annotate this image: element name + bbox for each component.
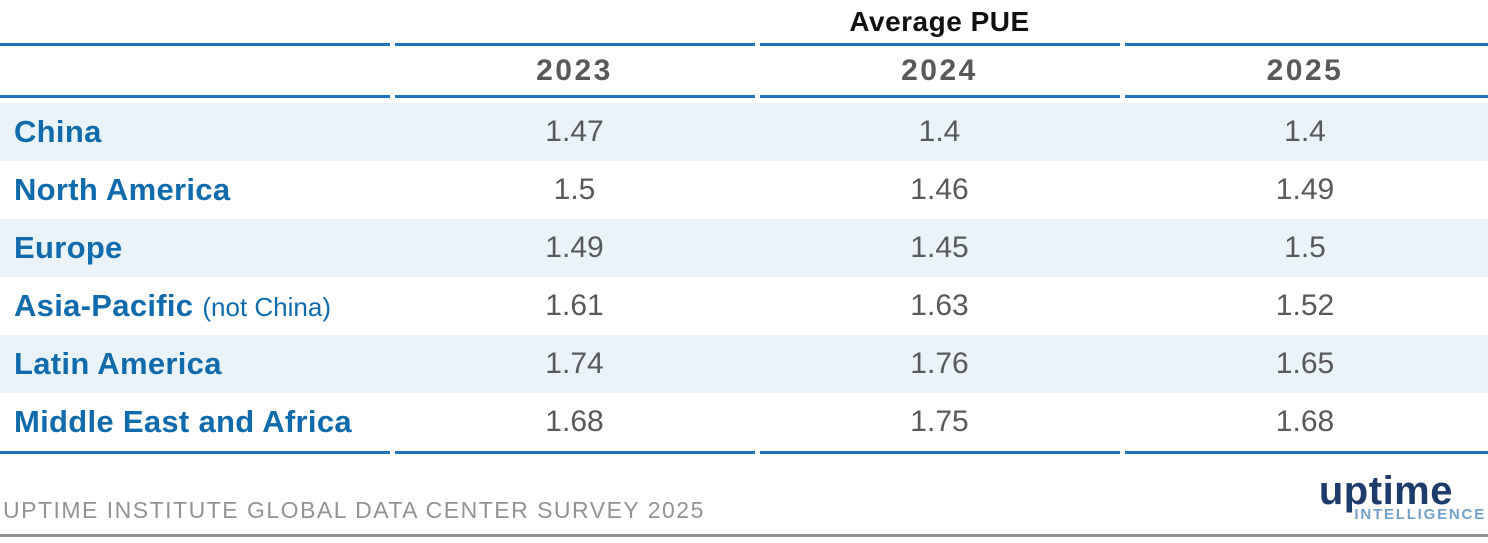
region-cell: China [0,98,392,161]
region-cell: Asia-Pacific (not China) [0,277,392,335]
rule-gap [1120,95,1125,98]
table-row-europe: Europe 1.49 1.45 1.5 [0,219,1488,277]
year-header-2025: 2025 [1122,46,1488,98]
intelligence-logo-label: INTELLIGENCE [1354,506,1486,523]
pue-value: 1.4 [757,98,1122,161]
rule-gap [390,451,395,454]
year-header-2023: 2023 [392,46,757,98]
year-header-spacer [0,46,392,98]
title-row-spacer [0,0,392,46]
pue-value: 1.75 [757,393,1122,454]
pue-value: 1.45 [757,219,1122,277]
rule-gap [755,43,760,46]
pue-value: 1.5 [1122,219,1488,277]
region-cell: North America [0,161,392,219]
pue-table: Average PUE 2023 2024 2025 China 1.47 1.… [0,0,1488,454]
table-row-middle-east-africa: Middle East and Africa 1.68 1.75 1.68 [0,393,1488,454]
region-label: Europe [14,230,123,265]
rule-gap [390,95,395,98]
table-row-north-america: North America 1.5 1.46 1.49 [0,161,1488,219]
table-title-row: Average PUE [0,0,1488,46]
region-label: China [14,114,102,149]
region-label: Asia-Pacific [14,288,194,323]
region-cell: Europe [0,219,392,277]
pue-value: 1.76 [757,335,1122,393]
pue-value: 1.49 [1275,173,1335,206]
pue-value: 1.68 [1122,393,1488,454]
uptime-logo-wordmark: uptime [1318,469,1453,513]
title-row-spacer [392,0,757,46]
table-row-asia-pacific: Asia-Pacific (not China) 1.61 1.63 1.52 [0,277,1488,335]
pue-value: 1.52 [1275,289,1335,322]
rule-gap [755,451,760,454]
source-attribution: UPTIME INSTITUTE GLOBAL DATA CENTER SURV… [3,497,705,523]
region-cell: Latin America [0,335,392,393]
rule-gap [1120,451,1125,454]
year-header-2024: 2024 [757,46,1122,98]
pue-value: 1.4 [1122,98,1488,161]
region-label: Middle East and Africa [14,404,352,439]
pue-value: 1.65 [1122,335,1488,393]
pue-value: 1.46 [910,173,969,206]
year-header-row: 2023 2024 2025 [0,46,1488,98]
region-label: Latin America [14,346,222,381]
region-cell: Middle East and Africa [0,393,392,454]
rule-gap [390,43,395,46]
table-row-latin-america: Latin America 1.74 1.76 1.65 [0,335,1488,393]
pue-value: 1.63 [910,289,969,322]
region-note: (not China) [202,292,331,322]
pue-value: 1.5 [553,173,596,206]
rule-gap [1120,43,1125,46]
table-row-china: China 1.47 1.4 1.4 [0,98,1488,161]
uptime-intelligence-logo: uptime INTELLIGENCE [1319,469,1486,523]
table-title: Average PUE [757,0,1122,46]
pue-value: 1.68 [392,393,757,454]
title-row-spacer [1122,0,1488,46]
pue-value: 1.47 [392,98,757,161]
rule-gap [755,95,760,98]
pue-value: 1.49 [392,219,757,277]
bottom-divider-rule [0,534,1488,537]
region-label: North America [14,172,231,207]
pue-value: 1.74 [392,335,757,393]
pue-value: 1.61 [545,289,604,322]
